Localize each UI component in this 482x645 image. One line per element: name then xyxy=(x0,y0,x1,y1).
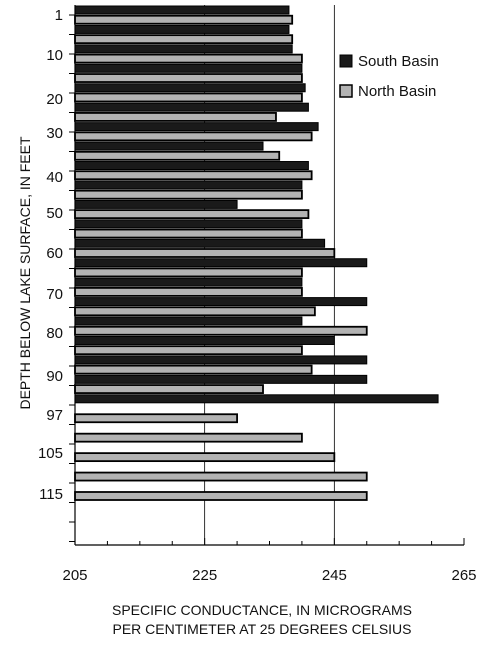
north-basin-bar-row-26 xyxy=(74,248,336,258)
north-basin-bar-row-6 xyxy=(74,53,303,64)
south-basin-bar-row-15 xyxy=(74,141,264,151)
north-basin-bar-row-30 xyxy=(74,286,303,297)
south-basin-bar-row-31 xyxy=(74,297,368,307)
north-basin-bar-row-2 xyxy=(74,14,294,25)
x-axis-title-line-2: PER CENTIMETER AT 25 DEGREES CELSIUS xyxy=(112,621,411,637)
north-basin-bar-row-43 xyxy=(74,413,238,424)
tick-labels: 1 10 20 30 40 50 60 70 80 90 97 105 115 205 225 245 265 xyxy=(38,7,477,584)
north-basin-bar-row-32 xyxy=(74,306,316,317)
x-tick-label-205: 205 xyxy=(62,567,87,584)
y-tick-label-20: 20 xyxy=(46,91,63,108)
y-tick-label-115: 115 xyxy=(39,486,63,503)
north-basin-bar-row-36 xyxy=(74,345,303,356)
south-basin-bar-row-11 xyxy=(74,102,309,112)
south-basin-bar-row-27 xyxy=(74,258,368,268)
south-basin-bar-row-23 xyxy=(74,219,303,229)
south-basin-bar-row-9 xyxy=(74,83,306,93)
north-basin-bar-row-18 xyxy=(74,170,313,181)
legend-label-north-basin: North Basin xyxy=(358,83,436,100)
south-basin-bar-row-3 xyxy=(74,24,290,34)
y-tick-label-40: 40 xyxy=(46,169,63,186)
north-basin-bar-row-49 xyxy=(74,471,368,482)
south-basin-bar-row-19 xyxy=(74,180,303,190)
south-basin-bar-row-13 xyxy=(74,122,319,132)
north-basin-bar-row-4 xyxy=(74,34,294,45)
bars xyxy=(74,5,439,501)
north-basin-bar-row-14 xyxy=(74,131,313,142)
north-basin-bar-row-51 xyxy=(74,491,368,501)
y-axis-title: DEPTH BELOW LAKE SURFACE, IN FEET xyxy=(17,136,33,410)
legend-swatch-north-basin xyxy=(339,84,353,98)
y-tick-label-97: 97 xyxy=(46,407,63,424)
north-basin-bar-row-45 xyxy=(74,432,303,443)
x-tick-label-245: 245 xyxy=(322,567,347,584)
south-basin-bar-row-17 xyxy=(74,161,309,171)
north-basin-bar-row-24 xyxy=(74,228,303,239)
north-basin-bar-row-22 xyxy=(74,209,310,220)
y-tick-label-30: 30 xyxy=(46,125,63,142)
y-tick-label-70: 70 xyxy=(46,286,63,303)
north-basin-bar-row-38 xyxy=(74,364,313,375)
legend-label-south-basin: South Basin xyxy=(358,53,439,70)
north-basin-bar-row-40 xyxy=(74,384,264,394)
south-basin-bar-row-25 xyxy=(74,238,326,248)
south-basin-bar-row-7 xyxy=(74,63,303,73)
north-basin-bar-row-16 xyxy=(74,150,281,161)
south-basin-bar-row-41 xyxy=(74,394,439,404)
south-basin-bar-row-1 xyxy=(74,5,290,15)
north-basin-bar-row-8 xyxy=(74,73,303,83)
y-tick-label-90: 90 xyxy=(46,368,63,385)
x-axis-title-line-1: SPECIFIC CONDUCTANCE, IN MICROGRAMS xyxy=(112,602,412,618)
y-tick-label-60: 60 xyxy=(46,245,63,262)
south-basin-bar-row-33 xyxy=(74,316,303,326)
y-tick-label-80: 80 xyxy=(46,325,63,342)
north-basin-bar-row-34 xyxy=(74,325,368,336)
y-tick-label-1: 1 xyxy=(55,7,63,24)
south-basin-bar-row-35 xyxy=(74,335,335,345)
legend: South Basin North Basin xyxy=(339,53,439,100)
south-basin-bar-row-37 xyxy=(74,355,368,365)
y-tick-label-10: 10 xyxy=(46,47,63,64)
y-tick-label-105: 105 xyxy=(38,445,63,462)
south-basin-bar-row-39 xyxy=(74,374,368,384)
north-basin-bar-row-28 xyxy=(74,267,303,278)
x-tick-label-265: 265 xyxy=(451,567,476,584)
south-basin-bar-row-29 xyxy=(74,277,303,287)
legend-swatch-south-basin xyxy=(339,54,353,68)
south-basin-bar-row-21 xyxy=(74,199,238,209)
x-tick-label-225: 225 xyxy=(192,567,217,584)
south-basin-bar-row-5 xyxy=(74,44,293,54)
axes xyxy=(69,5,465,546)
north-basin-bar-row-10 xyxy=(74,92,303,103)
north-basin-bar-row-20 xyxy=(74,189,303,200)
y-tick-label-50: 50 xyxy=(46,205,63,222)
north-basin-bar-row-12 xyxy=(74,112,277,122)
north-basin-bar-row-47 xyxy=(74,452,336,463)
